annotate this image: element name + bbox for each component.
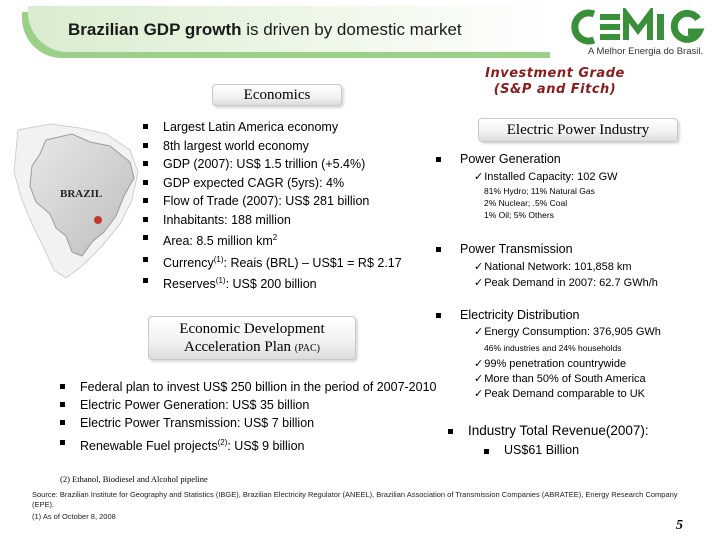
economics-heading: Economics [212,84,342,106]
consumption-split: 46% industries and 24% households [484,343,622,353]
cemig-logo-wordmark [571,8,705,45]
page-title: Brazilian GDP growth is driven by domest… [68,20,462,39]
brazil-map-label: BRAZIL [60,188,103,200]
power-transmission-label: Power Transmission [460,242,573,256]
source-note: Source: Brazilian Institute for Geograph… [32,490,692,522]
check-icon: ✓ [474,388,484,400]
investment-grade-line2: (S&P and Fitch) [493,82,617,97]
installed-capacity: ✓Installed Capacity: 102 GW [474,171,618,183]
list-item: Largest Latin America economy [143,118,402,137]
pac-list: Federal plan to invest US$ 250 billion i… [60,378,440,455]
check-icon: ✓ [474,277,484,289]
list-item: Area: 8.5 million km2 [143,229,402,251]
list-item: Electric Power Generation: US$ 35 billio… [60,396,440,414]
pac-heading-line1: Economic Development [179,321,325,337]
list-item: GDP expected CAGR (5yrs): 4% [143,174,402,193]
list-item: Reserves(1): US$ 200 billion [143,272,402,294]
bullet-marker [448,429,453,434]
bullet-marker [436,313,441,318]
industry-revenue-label: Industry Total Revenue(2007): [468,423,649,438]
cemig-logo: A Melhor Energia do Brasil. [568,8,714,64]
list-item: 8th largest world economy [143,137,402,156]
industry-revenue-value: US$61 Billion [504,443,580,457]
pac-heading: Economic Development Acceleration Plan (… [148,316,356,360]
investment-grade-line1: Investment Grade [485,66,625,81]
energy-consumption: ✓Energy Consumption: 376,905 GWh [474,326,661,338]
generation-mix-line2: 2% Nuclear; .5% Coal [484,198,568,208]
brazil-map-icon [13,123,139,279]
footnote-date: (1) As of October 8, 2008 [32,512,116,521]
check-icon: ✓ [474,261,484,273]
electric-industry-heading: Electric Power Industry [478,118,678,142]
list-item: Currency(1): Reais (BRL) – US$1 = R$ 2.1… [143,251,402,273]
transmission-peak-demand: ✓Peak Demand in 2007: 62.7 GWh/h [474,277,658,289]
list-item: Inhabitants: 188 million [143,211,402,230]
bullet-marker [436,247,441,252]
generation-mix-line3: 1% Oil; 5% Others [484,210,554,220]
footnote-ethanol: (2) Ethanol, Biodiesel and Alcohol pipel… [60,474,208,484]
penetration: ✓99% penetration countrywide [474,358,627,370]
source-text: Source: Brazilian Institute for Geograph… [32,490,678,509]
investment-grade-note: Investment Grade (S&P and Fitch) [470,66,640,98]
list-item: Renewable Fuel projects(2): US$ 9 billio… [60,434,440,455]
pac-heading-line2: Acceleration Plan (PAC) [184,339,320,355]
economics-list: Largest Latin America economy 8th larges… [143,118,402,294]
header-band [28,6,556,52]
check-icon: ✓ [474,358,484,370]
page-number: 5 [676,518,683,533]
list-item: Federal plan to invest US$ 250 billion i… [60,378,440,396]
bullet-marker [436,157,441,162]
distribution-peak-demand: ✓Peak Demand comparable to UK [474,388,646,400]
list-item: Flow of Trade (2007): US$ 281 billion [143,192,402,211]
list-item: GDP (2007): US$ 1.5 trillion (+5.4%) [143,155,402,174]
list-item: Electric Power Transmission: US$ 7 billi… [60,414,440,432]
national-network: ✓National Network: 101,858 km [474,261,632,273]
check-icon: ✓ [474,171,484,183]
logo-tagline: A Melhor Energia do Brasil. [588,46,704,57]
south-america-share: ✓More than 50% of South America [474,373,646,385]
check-icon: ✓ [474,373,484,385]
generation-mix: 81% Hydro; 11% Natural Gas 2% Nuclear; .… [484,185,595,221]
generation-mix-line1: 81% Hydro; 11% Natural Gas [484,186,595,196]
bullet-marker [484,449,489,454]
power-generation-label: Power Generation [460,152,561,166]
check-icon: ✓ [474,326,484,338]
electricity-distribution-label: Electricity Distribution [460,308,580,322]
